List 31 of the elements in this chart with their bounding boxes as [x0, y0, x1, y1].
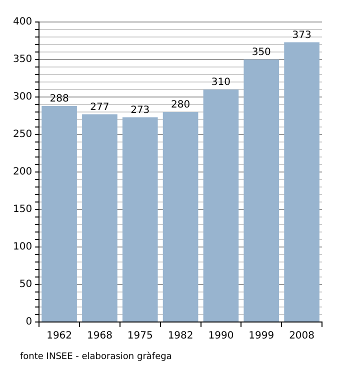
source-note: fonte INSEE - elaborasion gràfega — [20, 352, 172, 362]
bar — [42, 106, 77, 322]
x-tick-label: 1968 — [86, 330, 112, 342]
y-tick-label: 350 — [12, 54, 32, 66]
data-label: 373 — [292, 30, 312, 41]
bar — [82, 114, 118, 322]
data-label: 277 — [90, 102, 110, 113]
data-label: 288 — [50, 94, 69, 105]
y-tick-label: 400 — [12, 16, 32, 28]
x-tick-label: 1982 — [168, 330, 194, 342]
x-tick-label: 1962 — [46, 330, 72, 342]
y-tick-label: 250 — [12, 129, 32, 140]
data-label: 280 — [170, 100, 190, 111]
bar — [122, 117, 158, 322]
x-tick-label: 2008 — [289, 330, 315, 342]
data-label: 310 — [211, 77, 231, 88]
bar — [284, 42, 320, 322]
y-tick-label: 200 — [12, 166, 32, 178]
bar — [244, 60, 280, 322]
data-label: 350 — [252, 47, 271, 58]
data-label: 273 — [130, 104, 150, 116]
x-tick-label: 1990 — [208, 330, 234, 342]
y-tick-label: 50 — [19, 279, 32, 290]
y-tick-label: 150 — [12, 204, 32, 216]
x-tick-label: 1999 — [248, 330, 274, 342]
bar — [203, 90, 239, 322]
y-tick-label: 100 — [12, 242, 32, 253]
y-tick-label: 300 — [12, 92, 32, 103]
x-tick-label: 1975 — [127, 330, 153, 342]
bar — [162, 112, 198, 322]
y-tick-label: 0 — [26, 316, 32, 328]
